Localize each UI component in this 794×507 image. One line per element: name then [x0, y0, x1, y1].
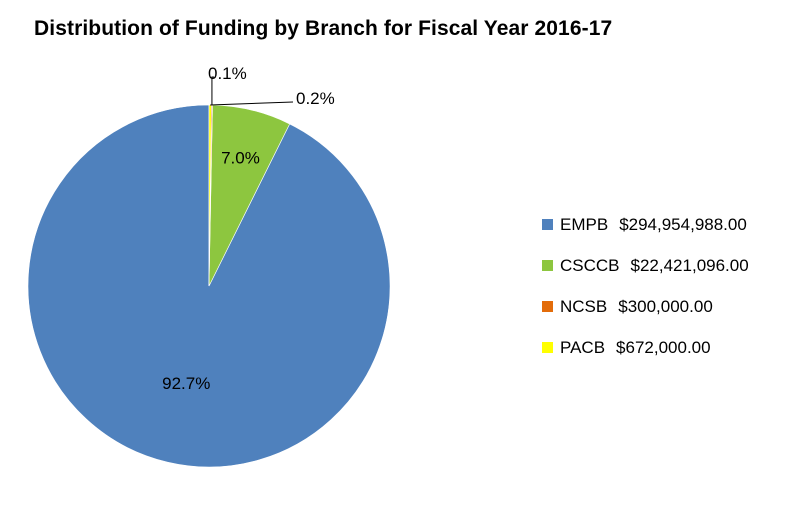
legend-swatch-ncsb [542, 301, 553, 312]
data-label-csccb: 7.0% [221, 149, 260, 168]
legend-label-empb: EMPB [560, 214, 609, 234]
legend-item-pacb: PACB $672,000.00 [542, 337, 749, 358]
legend-item-ncsb: NCSB $300,000.00 [542, 296, 749, 317]
legend-value-csccb: $22,421,096.00 [630, 255, 749, 275]
leader-line-ncsb [211, 76, 214, 106]
legend-swatch-csccb [542, 260, 553, 271]
legend-swatch-pacb [542, 342, 553, 353]
pie-slices [27, 104, 391, 468]
data-labels: 92.7% 7.0% 0.1% 0.2% [162, 64, 335, 393]
data-label-empb: 92.7% [162, 374, 210, 393]
leader-lines [210, 76, 294, 106]
data-label-pacb: 0.2% [296, 89, 335, 108]
legend-value-ncsb: $300,000.00 [618, 296, 713, 316]
legend-item-csccb: CSCCB $22,421,096.00 [542, 255, 749, 276]
legend-label-csccb: CSCCB [560, 255, 620, 275]
legend-item-empb: EMPB $294,954,988.00 [542, 214, 749, 235]
leader-line-pacb [210, 101, 294, 106]
legend-label-ncsb: NCSB [560, 296, 608, 316]
chart-title: Distribution of Funding by Branch for Fi… [34, 17, 613, 40]
legend-label-pacb: PACB [560, 337, 606, 357]
legend: EMPB $294,954,988.00 CSCCB $22,421,096.0… [542, 214, 749, 378]
legend-swatch-empb [542, 219, 553, 230]
legend-value-pacb: $672,000.00 [616, 337, 711, 357]
legend-value-empb: $294,954,988.00 [619, 214, 747, 234]
data-label-ncsb: 0.1% [208, 64, 247, 83]
